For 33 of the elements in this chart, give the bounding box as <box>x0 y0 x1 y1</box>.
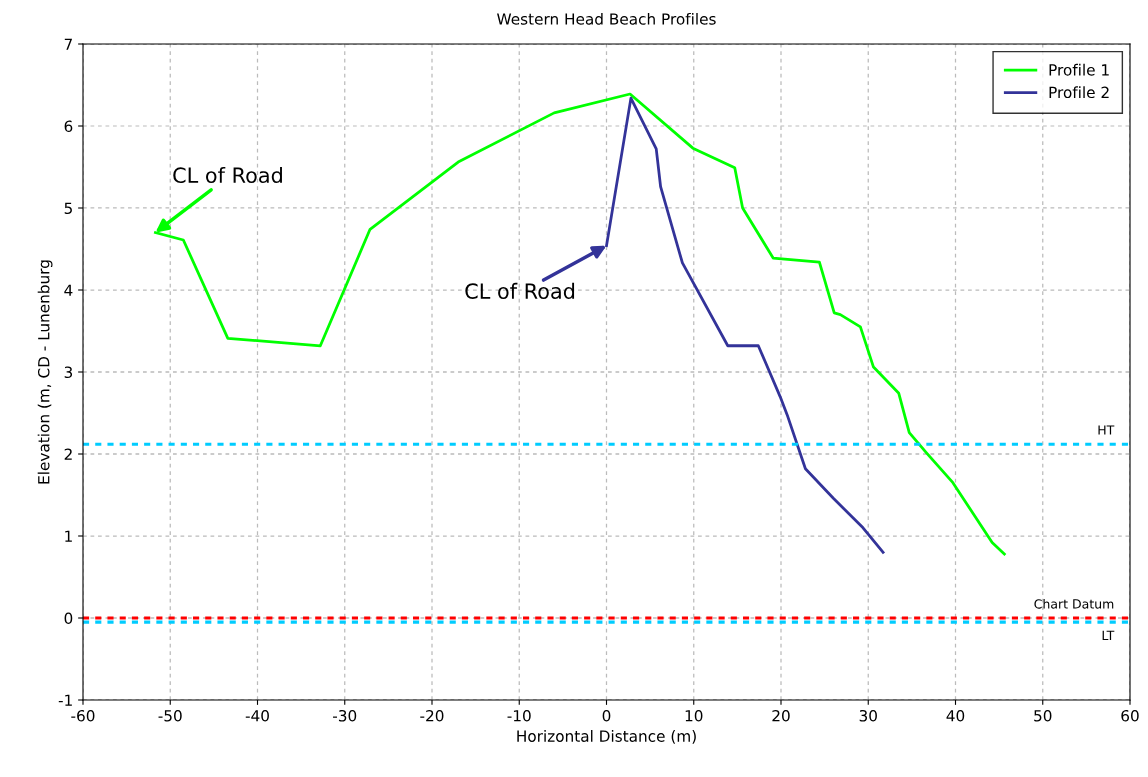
annotation: CL of Road <box>465 282 575 299</box>
x-tick-label: 30 <box>859 709 877 722</box>
x-tick-label: -50 <box>158 709 182 722</box>
ref-line-label: HT <box>1098 425 1115 435</box>
ref-line-label: Chart Datum <box>1034 598 1114 609</box>
x-tick-label: 0 <box>602 709 611 722</box>
x-tick-label: 20 <box>772 709 790 722</box>
chart-title: Western Head Beach Profiles <box>497 12 716 25</box>
y-axis-title: Elevation (m, CD - Lunenburg <box>37 260 53 484</box>
x-tick-label: -10 <box>507 709 531 722</box>
x-tick-label: -40 <box>245 709 269 722</box>
y-tick-label: 4 <box>64 284 73 296</box>
x-tick-label: -20 <box>420 709 444 722</box>
x-tick-label: -30 <box>333 709 357 722</box>
x-tick-label: -60 <box>71 709 95 722</box>
y-tick-label: 5 <box>64 202 72 215</box>
x-axis-title: Horizontal Distance (m) <box>517 730 696 744</box>
y-tick-label: 2 <box>64 448 72 460</box>
annotation: CL of Road <box>173 166 282 184</box>
y-tick-label: 1 <box>65 530 72 542</box>
x-tick-label: 40 <box>946 709 965 722</box>
y-tick-label: 3 <box>64 366 73 379</box>
y-tick-label: -1 <box>58 694 72 706</box>
legend-label: Profile 1 <box>1049 63 1109 76</box>
x-tick-label: 10 <box>685 709 703 722</box>
line-series <box>154 92 1006 556</box>
legend-label: Profile 2 <box>1049 86 1109 99</box>
y-tick-label: 7 <box>64 38 72 50</box>
x-tick-label: 60 <box>1121 709 1139 722</box>
y-tick-label: 0 <box>64 612 73 625</box>
x-tick-label: 50 <box>1034 709 1052 722</box>
y-tick-label: 6 <box>64 120 73 133</box>
ref-line-label: LT <box>1102 630 1115 640</box>
